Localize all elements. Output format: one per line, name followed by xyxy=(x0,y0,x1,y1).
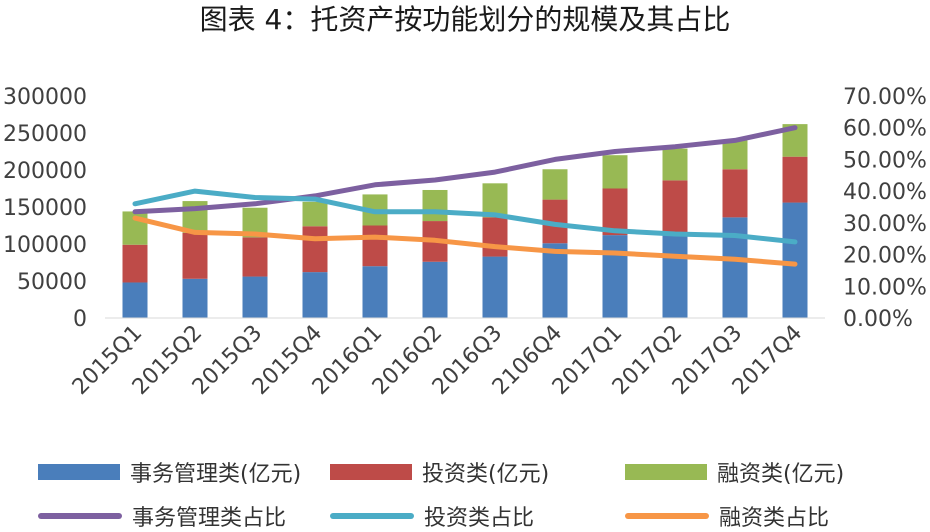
bar-segment-financing xyxy=(422,189,448,222)
legend-swatch xyxy=(625,513,709,519)
bar-segment-affairs xyxy=(662,232,688,318)
right-axis-tick-label: 20.00% xyxy=(843,244,927,269)
legend-label: 投资类占比 xyxy=(424,506,535,531)
bar-segment-affairs xyxy=(722,217,748,318)
left-axis-tick-label: 200000 xyxy=(3,159,87,184)
bar-segment-financing xyxy=(302,201,328,227)
bar-segment-investment xyxy=(182,232,208,279)
left-axis-tick-label: 0 xyxy=(73,307,87,332)
bar-segment-affairs xyxy=(482,256,508,318)
legend-affairs: 事务管理类(亿元) xyxy=(38,456,301,488)
legend-swatch xyxy=(330,464,412,480)
bar-segment-investment xyxy=(602,188,628,236)
category-labels: 2015Q12015Q22015Q32015Q42016Q12016Q22016… xyxy=(68,321,807,400)
bar-segment-investment xyxy=(242,237,268,277)
legend-swatch xyxy=(38,513,122,519)
right-axis-tick-label: 10.00% xyxy=(843,275,927,300)
bar-segment-affairs xyxy=(602,235,628,318)
legend-swatch xyxy=(625,464,707,480)
bar-segment-financing xyxy=(482,183,508,218)
left-axis-ticks: 0 50000 100000 150000 200000 250000 300000 xyxy=(3,85,87,332)
bar-segment-affairs xyxy=(422,261,448,318)
legend-swatch xyxy=(330,513,414,519)
legend-label: 融资类占比 xyxy=(719,506,830,531)
bar-segment-affairs xyxy=(362,266,388,318)
bar-segment-affairs xyxy=(122,282,148,318)
left-axis-tick-label: 100000 xyxy=(3,233,87,258)
bar-segment-affairs xyxy=(302,272,328,318)
bar-segment-investment xyxy=(302,226,328,273)
legend-label: 投资类(亿元) xyxy=(422,462,550,487)
right-axis-ticks: 0.00% 10.00% 20.00% 30.00% 40.00% 50.00% 60.00… xyxy=(843,85,927,332)
left-axis-tick-label: 250000 xyxy=(3,122,87,147)
bar-segment-investment xyxy=(662,180,688,233)
legend-investment: 投资类(亿元) xyxy=(330,456,549,488)
bars-layer xyxy=(122,124,808,318)
legend-label: 事务管理类占比 xyxy=(132,506,287,531)
legend-label: 事务管理类(亿元) xyxy=(130,462,302,487)
right-axis-tick-label: 0.00% xyxy=(843,307,913,332)
right-axis-tick-label: 30.00% xyxy=(843,212,927,237)
bar-segment-investment xyxy=(722,169,748,218)
left-axis-tick-label: 50000 xyxy=(17,270,87,295)
investment-share-line xyxy=(132,188,798,245)
bar-segment-affairs xyxy=(182,278,208,318)
bar-segment-financing xyxy=(662,148,688,181)
legend-financing: 融资类(亿元) xyxy=(625,456,844,488)
bar-segment-investment xyxy=(482,217,508,257)
bar-segment-financing xyxy=(542,169,568,200)
lines-layer xyxy=(132,125,798,267)
bar-segment-investment xyxy=(782,156,808,203)
legend-financing-share: 融资类占比 xyxy=(625,500,829,532)
right-axis-tick-label: 60.00% xyxy=(843,117,927,142)
affairs-share-line xyxy=(132,125,798,215)
right-axis-tick-label: 50.00% xyxy=(843,148,927,173)
legend-label: 融资类(亿元) xyxy=(717,462,845,487)
bar-segment-investment xyxy=(362,225,388,267)
bar-segment-investment xyxy=(122,244,148,283)
left-axis-tick-label: 150000 xyxy=(3,196,87,221)
bar-segment-financing xyxy=(722,140,748,170)
chart-title: 图表 4：托资产按功能划分的规模及其占比 xyxy=(199,3,731,36)
legend-swatch xyxy=(38,464,120,480)
legend-investment-share: 投资类占比 xyxy=(330,500,534,532)
bar-segment-financing xyxy=(602,155,628,189)
bar-segment-affairs xyxy=(242,276,268,318)
right-axis-tick-label: 40.00% xyxy=(843,180,927,205)
legend-affairs-share: 事务管理类占比 xyxy=(38,500,286,532)
right-axis-tick-label: 70.00% xyxy=(843,85,927,110)
bar-segment-affairs xyxy=(782,202,808,318)
left-axis-tick-label: 300000 xyxy=(3,85,87,110)
legend: 事务管理类(亿元) 投资类(亿元) 融资类(亿元) 事务管理类占比 投资类占比 融资类占比 xyxy=(0,450,930,532)
financing-share-line xyxy=(132,215,798,267)
bar-segment-affairs xyxy=(542,243,568,318)
chart-svg: 0 50000 100000 150000 200000 250000 300000 0.0… xyxy=(3,85,927,400)
